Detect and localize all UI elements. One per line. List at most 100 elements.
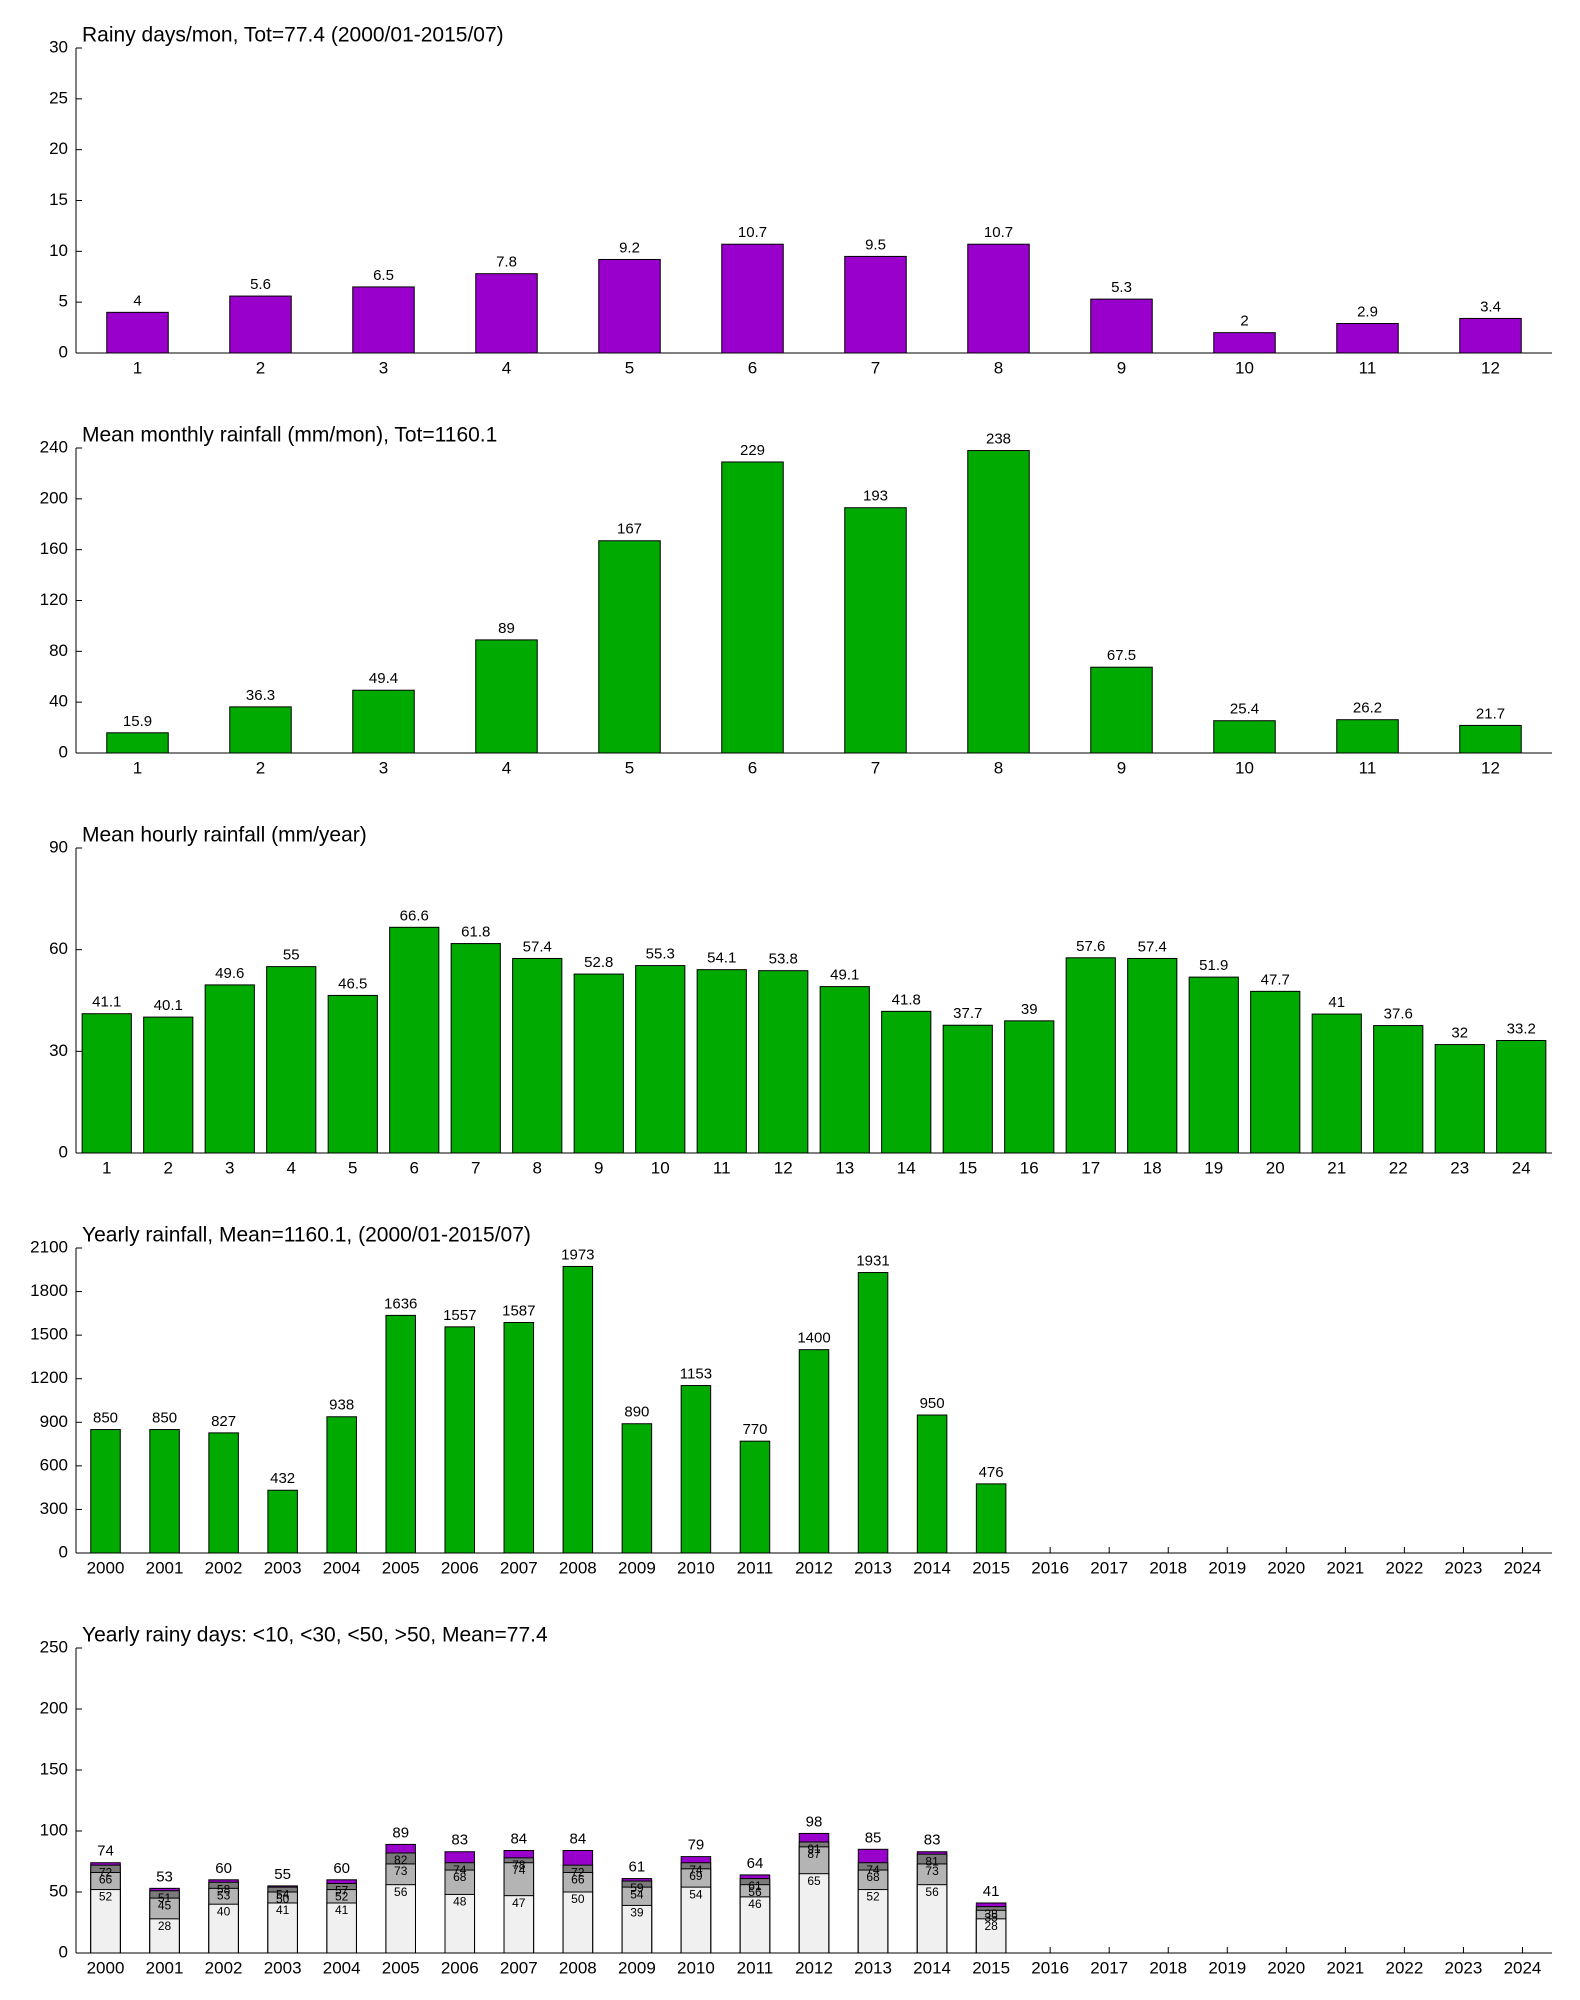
value-label: 57.4 <box>1138 938 1167 955</box>
value-label: 54 <box>689 1887 703 1901</box>
x-tick-label: 2022 <box>1385 1958 1423 1977</box>
bar <box>573 973 624 1154</box>
x-tick-label: 3 <box>225 1158 234 1177</box>
x-tick-label: 2017 <box>1090 1558 1128 1577</box>
value-label: 1636 <box>384 1295 417 1312</box>
x-tick-label: 3 <box>379 758 388 777</box>
y-tick-label: 0 <box>59 1142 68 1161</box>
y-tick-label: 0 <box>59 742 68 761</box>
x-tick-label: 12 <box>1481 758 1500 777</box>
bar <box>229 706 292 754</box>
chart-title: Yearly rainy days: <10, <30, <50, >50, M… <box>82 1624 548 1647</box>
x-tick-label: 9 <box>594 1158 603 1177</box>
y-tick-label: 15 <box>49 190 68 209</box>
value-label: 50 <box>276 1892 290 1906</box>
value-label: 59 <box>630 1881 644 1895</box>
value-label: 432 <box>270 1470 295 1487</box>
x-tick-label: 1 <box>133 758 142 777</box>
value-label: 15.9 <box>123 713 152 730</box>
value-label: 85 <box>865 1829 882 1846</box>
x-tick-label: 2014 <box>913 1958 951 1977</box>
x-tick-label: 9 <box>1117 758 1126 777</box>
y-tick-label: 200 <box>40 488 68 507</box>
x-tick-label: 9 <box>1117 358 1126 377</box>
value-label: 33.2 <box>1507 1020 1536 1037</box>
x-tick-label: 4 <box>502 758 511 777</box>
value-label: 476 <box>979 1464 1004 1481</box>
value-label: 47.7 <box>1261 971 1290 988</box>
bar <box>881 1010 932 1154</box>
value-label: 48 <box>453 1895 467 1909</box>
bar <box>1434 1044 1485 1154</box>
bar <box>798 1873 830 1954</box>
x-tick-label: 2016 <box>1031 1558 1069 1577</box>
y-tick-label: 600 <box>40 1455 68 1474</box>
value-label: 32 <box>1451 1025 1468 1042</box>
bar <box>444 1893 476 1954</box>
bar <box>967 243 1030 354</box>
x-tick-label: 2002 <box>205 1958 243 1977</box>
x-tick-label: 6 <box>748 758 757 777</box>
chart-title: Yearly rainfall, Mean=1160.1, (2000/01-2… <box>82 1224 531 1247</box>
value-label: 89 <box>498 620 515 637</box>
x-tick-label: 14 <box>897 1158 916 1177</box>
value-label: 66.6 <box>400 907 429 924</box>
bar <box>598 258 661 354</box>
bar <box>1213 720 1276 754</box>
value-label: 78 <box>512 1858 526 1872</box>
x-tick-label: 12 <box>1481 358 1500 377</box>
value-label: 41 <box>983 1883 1000 1900</box>
value-label: 83 <box>451 1832 468 1849</box>
x-tick-label: 10 <box>1235 758 1254 777</box>
value-label: 56 <box>925 1885 939 1899</box>
y-tick-label: 20 <box>49 139 68 158</box>
x-tick-label: 24 <box>1512 1158 1531 1177</box>
bar <box>857 1272 889 1554</box>
value-label: 68 <box>866 1870 880 1884</box>
bar <box>1459 724 1522 754</box>
value-label: 1400 <box>797 1330 830 1347</box>
value-label: 64 <box>747 1855 764 1872</box>
value-label: 61.8 <box>461 924 490 941</box>
x-tick-label: 2000 <box>87 1958 125 1977</box>
value-label: 69 <box>689 1869 703 1883</box>
bar <box>562 1891 594 1954</box>
bar <box>1311 1013 1362 1154</box>
x-tick-label: 16 <box>1020 1158 1039 1177</box>
x-tick-label: 2 <box>256 758 265 777</box>
value-label: 84 <box>569 1830 586 1847</box>
bar <box>1459 317 1522 354</box>
value-label: 41 <box>1328 994 1345 1011</box>
value-label: 2.9 <box>1357 303 1378 320</box>
bar <box>327 994 378 1154</box>
value-label: 98 <box>806 1813 823 1830</box>
value-label: 54 <box>630 1887 644 1901</box>
value-label: 73 <box>925 1864 939 1878</box>
x-tick-label: 15 <box>958 1158 977 1177</box>
x-tick-label: 2014 <box>913 1558 951 1577</box>
value-label: 81 <box>925 1854 939 1868</box>
bar <box>680 1886 712 1954</box>
x-tick-label: 2010 <box>677 1958 715 1977</box>
y-tick-label: 5 <box>59 292 68 311</box>
bar <box>204 984 255 1154</box>
bar <box>450 943 501 1154</box>
value-label: 21.7 <box>1476 705 1505 722</box>
x-tick-label: 2013 <box>854 1558 892 1577</box>
bar <box>1336 719 1399 754</box>
x-tick-label: 2007 <box>500 1958 538 1977</box>
value-label: 79 <box>688 1837 705 1854</box>
value-label: 65 <box>807 1874 821 1888</box>
value-label: 46.5 <box>338 975 367 992</box>
bar <box>819 986 870 1154</box>
value-label: 9.2 <box>619 239 640 256</box>
y-tick-label: 90 <box>49 837 68 856</box>
x-tick-label: 21 <box>1327 1158 1346 1177</box>
value-label: 73 <box>394 1864 408 1878</box>
bar <box>942 1024 993 1154</box>
value-label: 57 <box>335 1884 349 1898</box>
value-label: 52 <box>99 1890 113 1904</box>
value-label: 827 <box>211 1413 236 1430</box>
x-tick-label: 2 <box>164 1158 173 1177</box>
bar <box>758 970 809 1154</box>
